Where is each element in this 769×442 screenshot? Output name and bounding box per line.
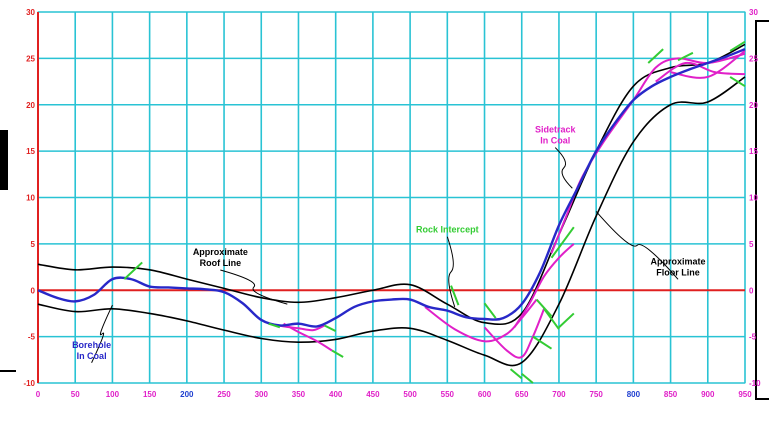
annotation-line: Roof Line xyxy=(200,258,242,268)
y-tick-label-left: 20 xyxy=(26,101,35,110)
rock-intercept-segment xyxy=(677,51,694,62)
y-tick-label-left: 30 xyxy=(26,8,35,17)
x-tick-label: 0 xyxy=(36,390,41,399)
x-tick-label: 550 xyxy=(441,390,455,399)
x-tick-label: 900 xyxy=(701,390,715,399)
rock-intercept-segment xyxy=(521,372,534,384)
y-tick-label-right: -10 xyxy=(749,379,761,388)
x-tick-label: 200 xyxy=(180,390,194,399)
x-tick-label: 150 xyxy=(143,390,157,399)
y-tick-label-right: 20 xyxy=(749,101,758,110)
y-tick-label-left: -5 xyxy=(28,333,36,342)
rock-intercept-segment xyxy=(483,302,497,319)
rock-intercept-segment xyxy=(543,308,560,330)
x-tick-label: 750 xyxy=(589,390,603,399)
x-tick-label: 600 xyxy=(478,390,492,399)
left-edge-tick xyxy=(0,370,16,372)
rock-intercept-segment xyxy=(532,335,553,350)
sidetrack-path xyxy=(550,52,746,254)
annotation-sidetrack: Sidetrack In Coal xyxy=(535,125,577,146)
rock-intercepts xyxy=(123,40,746,384)
rock-intercept-segment xyxy=(729,76,746,88)
rock-intercept-segment xyxy=(509,368,523,380)
y-gridlines xyxy=(38,11,745,384)
y-tick-label-right: 10 xyxy=(749,194,758,203)
x-tick-label: 800 xyxy=(627,390,641,399)
x-tick-label: 700 xyxy=(552,390,566,399)
y-tick-label-left: 5 xyxy=(31,240,36,249)
y-tick-label-right: 0 xyxy=(749,286,754,295)
annotation-line: Rock Intercept xyxy=(416,225,479,235)
y-tick-label-right: -5 xyxy=(749,333,757,342)
sidetrack-paths xyxy=(268,50,746,359)
x-tick-label: 400 xyxy=(329,390,343,399)
annotation-line: In Coal xyxy=(77,351,107,361)
rock-intercept-segment xyxy=(324,324,337,332)
left-edge-fragment xyxy=(0,130,8,190)
rock-intercept-segment xyxy=(550,226,575,259)
x-tick-label: 250 xyxy=(217,390,231,399)
y-tick-label-left: 15 xyxy=(26,147,35,156)
annotation-floor: Approximate Floor Line xyxy=(651,256,706,277)
rock-intercept-segment xyxy=(535,298,553,317)
rock-intercept-segment xyxy=(268,322,281,329)
annotation-leader-floor xyxy=(595,211,679,280)
annotation-line: Approximate xyxy=(193,247,248,257)
annotation-line: Floor Line xyxy=(656,267,700,277)
rock-intercept-segment xyxy=(558,312,575,329)
sidetrack-path xyxy=(513,243,575,328)
annotation-borehole: Borehole In Coal xyxy=(72,340,111,361)
x-tick-label: 850 xyxy=(664,390,678,399)
annotation-leader-borehole xyxy=(91,304,113,363)
x-tick-label: 50 xyxy=(71,390,80,399)
y-tick-label-left: 0 xyxy=(31,286,36,295)
y-tick-label-left: 25 xyxy=(26,54,35,63)
y-tick-label-right: 25 xyxy=(749,54,758,63)
x-tick-label: 100 xyxy=(106,390,120,399)
annotation-leader-rock xyxy=(446,236,456,308)
rock-intercept-segment xyxy=(450,285,460,306)
rock-intercept-segment xyxy=(647,48,664,64)
annotation-line: In Coal xyxy=(540,136,570,146)
x-tick-label: 500 xyxy=(403,390,417,399)
x-tick-label: 450 xyxy=(366,390,380,399)
x-tick-label: 950 xyxy=(738,390,752,399)
roof-line xyxy=(37,43,746,326)
floor-line xyxy=(37,76,746,367)
y-tick-label-right: 15 xyxy=(749,147,758,156)
sidetrack-path xyxy=(483,308,545,359)
annotation-roof: Approximate Roof Line xyxy=(193,247,248,268)
y-tick-label-left: 10 xyxy=(26,194,35,203)
sidetrack-path xyxy=(283,322,333,352)
y-tick-label-right: 30 xyxy=(749,8,758,17)
annotation-line: Borehole xyxy=(72,340,111,350)
right-frame-bracket xyxy=(755,20,769,400)
borehole-line xyxy=(37,47,746,328)
y-tick-label-left: -10 xyxy=(23,379,35,388)
annotation-leader-sidetrack xyxy=(554,147,573,189)
annotation-line: Sidetrack xyxy=(535,125,577,135)
x-tick-label: 350 xyxy=(292,390,306,399)
annotation-leader-roof xyxy=(220,269,288,305)
y-tick-label-right: 5 xyxy=(749,240,754,249)
rock-intercept-segment xyxy=(331,349,344,358)
rock-intercept-segment xyxy=(729,40,746,52)
rock-intercept-segment xyxy=(123,261,143,280)
x-tick-label: 650 xyxy=(515,390,529,399)
annotation-line: Approximate xyxy=(651,256,706,266)
annotation-rock: Rock Intercept xyxy=(416,225,479,235)
x-tick-label: 300 xyxy=(255,390,269,399)
